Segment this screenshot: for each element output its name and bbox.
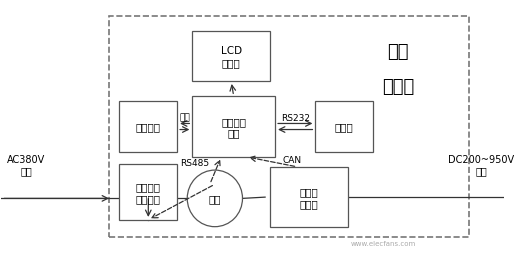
Bar xyxy=(192,97,275,157)
Text: 电源模块
（备选）: 电源模块 （备选） xyxy=(136,182,161,203)
Text: 直流: 直流 xyxy=(387,43,409,61)
Text: DC200~950V
输出: DC200~950V 输出 xyxy=(448,154,514,176)
Text: 其他模块: 其他模块 xyxy=(136,122,161,132)
Bar xyxy=(192,31,270,82)
Text: 电表: 电表 xyxy=(209,194,221,204)
Bar xyxy=(109,17,469,237)
Text: RS485: RS485 xyxy=(180,159,210,168)
Text: 读卡器: 读卡器 xyxy=(335,122,354,132)
Bar xyxy=(120,102,177,152)
Text: CAN: CAN xyxy=(282,155,302,164)
Text: 充电桩: 充电桩 xyxy=(382,78,414,96)
Text: RS232: RS232 xyxy=(281,113,310,122)
Text: LCD
触控屏: LCD 触控屏 xyxy=(220,46,242,67)
Text: 非车载
充电机: 非车载 充电机 xyxy=(300,187,318,208)
Text: 通信: 通信 xyxy=(179,113,190,122)
Text: 计费控制
单元: 计费控制 单元 xyxy=(221,116,246,138)
Bar xyxy=(120,165,177,220)
Text: AC380V
输入: AC380V 输入 xyxy=(7,154,46,176)
Bar xyxy=(270,167,348,228)
Text: www.elecfans.com: www.elecfans.com xyxy=(350,240,416,246)
Bar xyxy=(315,102,373,152)
Ellipse shape xyxy=(187,170,242,227)
